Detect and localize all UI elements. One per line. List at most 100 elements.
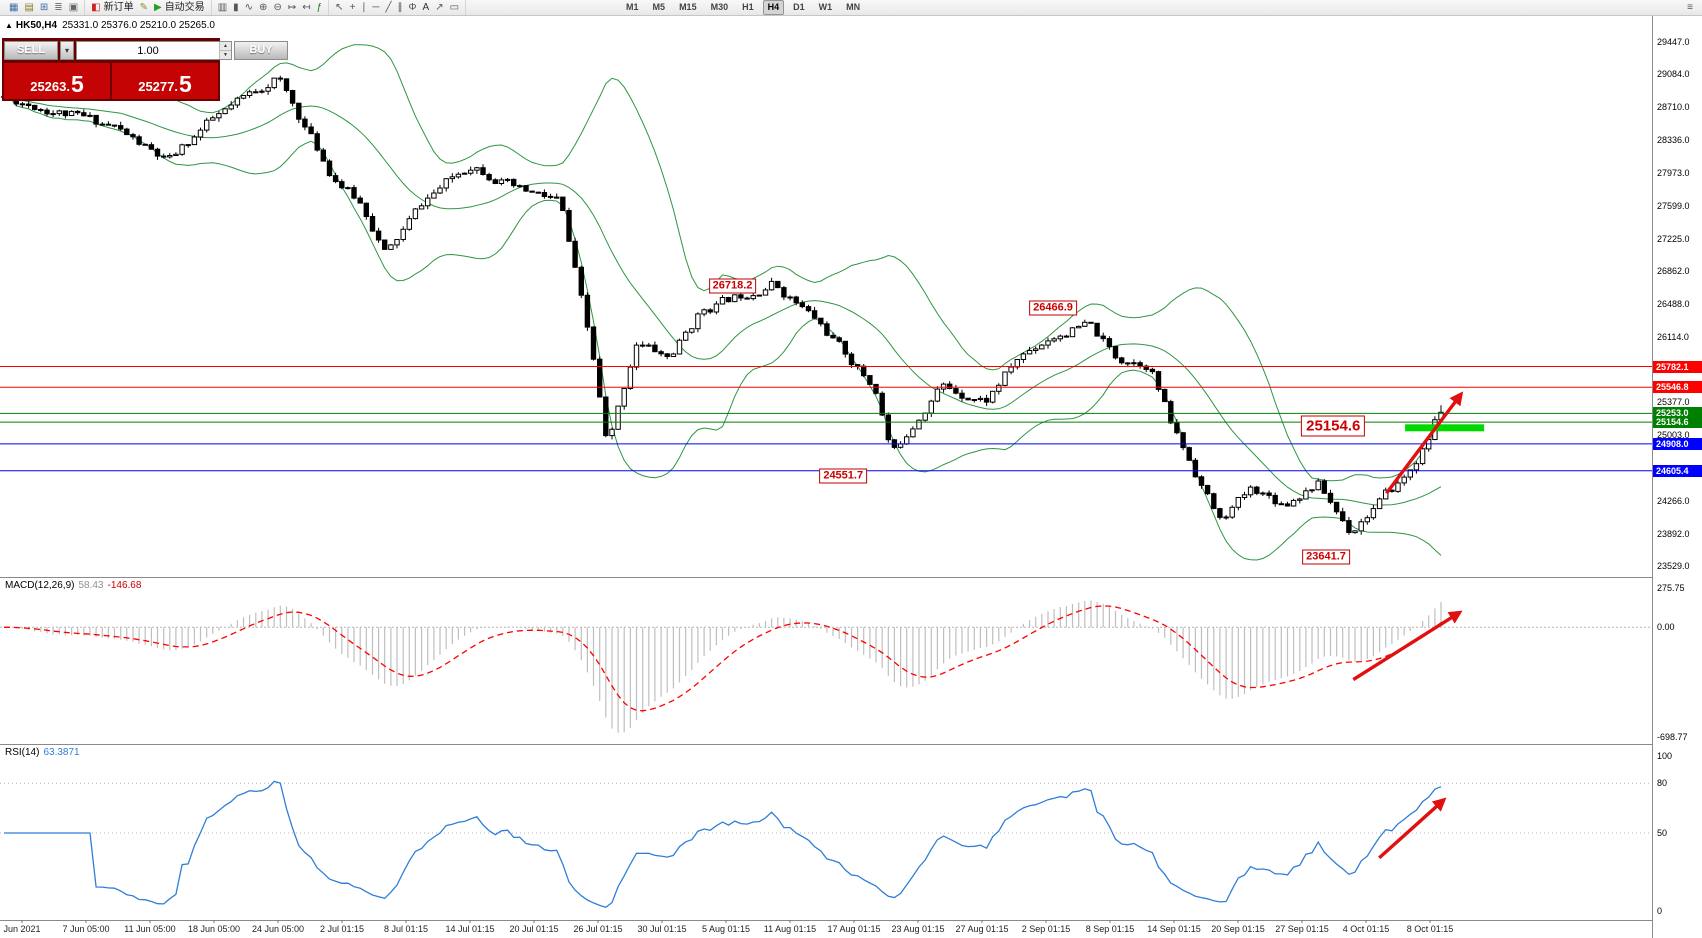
- text-icon[interactable]: A: [422, 1, 431, 15]
- chart-candles-icon[interactable]: ▮: [232, 1, 240, 15]
- metaeditor-icon-glyph: ✎: [139, 1, 148, 13]
- market-watch-icon[interactable]: ⊞: [39, 1, 49, 15]
- tf-mn[interactable]: MN: [846, 2, 861, 12]
- price-tick-label: 23892.0: [1657, 528, 1690, 539]
- tf-h4[interactable]: H4: [762, 0, 785, 15]
- horizontal-lines[interactable]: [0, 366, 1652, 472]
- candle-wicks: [3, 75, 1442, 535]
- highlight-bar[interactable]: [1405, 424, 1485, 432]
- price-scale[interactable]: 29447.0 29084.0 28710.0 28336.0 27973.0 27599…: [1652, 16, 1702, 938]
- chart-shift-icon[interactable]: ↤: [301, 1, 311, 15]
- time-label: 8 Sep 01:15: [1085, 924, 1135, 934]
- buy-price-big-digit: 5: [178, 71, 192, 97]
- price-callout-label[interactable]: 25154.6: [1301, 415, 1366, 437]
- auto-scroll-icon-glyph: ↦: [287, 1, 297, 13]
- tf-w1[interactable]: W1: [818, 2, 833, 12]
- collapse-trade-panel-icon[interactable]: ▲: [5, 21, 13, 30]
- indicators-icon[interactable]: ƒ: [316, 1, 324, 15]
- rsi-name: RSI(14): [5, 747, 40, 758]
- profiles-icon[interactable]: ▤: [23, 1, 34, 15]
- rsi-tick-label: 0: [1657, 906, 1663, 916]
- cursor-icon[interactable]: ↖: [334, 1, 344, 15]
- tf-h1[interactable]: H1: [742, 2, 754, 12]
- zoom-in-icon[interactable]: ⊕: [258, 1, 268, 15]
- price-callout-label[interactable]: 24551.7: [819, 468, 868, 484]
- buy-button[interactable]: BUY: [234, 41, 288, 60]
- price-line-label: 24605.4: [1653, 464, 1702, 477]
- price-callout-label[interactable]: 23641.7: [1302, 549, 1350, 565]
- buy-price-base: 25277.: [138, 79, 178, 94]
- time-label: 8 Oct 01:15: [1406, 924, 1454, 934]
- new-order-button[interactable]: ◧ 新订单: [90, 1, 134, 15]
- price-line-label: 25782.1: [1653, 360, 1702, 373]
- price-callout-label[interactable]: 26718.2: [708, 278, 757, 294]
- arrows-icon-glyph: ↗: [435, 1, 444, 13]
- volume-increase-button[interactable]: ▲: [220, 42, 231, 50]
- time-label: 2 Jul 01:15: [319, 924, 365, 934]
- volume-decrease-button[interactable]: ▼: [220, 50, 231, 59]
- channel-icon[interactable]: ∥: [397, 1, 404, 15]
- order-type-dropdown[interactable]: ▾: [60, 41, 74, 60]
- time-label: 4 Oct 01:15: [1342, 924, 1390, 934]
- zoom-in-icon-glyph: ⊕: [259, 1, 268, 13]
- toolbar-menu-icon[interactable]: ≡: [1686, 1, 1694, 15]
- metaeditor-icon[interactable]: ✎: [139, 1, 149, 15]
- time-label: 11 Aug 01:15: [763, 924, 817, 934]
- tf-m30[interactable]: M30: [710, 2, 729, 12]
- time-label: 18 Jun 05:00: [187, 924, 241, 934]
- time-label: 14 Sep 01:15: [1147, 924, 1201, 934]
- new-chart-icon[interactable]: ▦: [8, 1, 19, 15]
- sell-price-button[interactable]: 25263. 5: [4, 63, 110, 99]
- volume-input[interactable]: [77, 42, 219, 59]
- sell-button[interactable]: SELL: [4, 41, 58, 60]
- toolbar-menu-icon-glyph: ≡: [1687, 1, 1693, 13]
- trade-panel-prices: 25263. 5 25277. 5: [4, 63, 218, 99]
- trendline-icon-glyph: ╱: [385, 1, 392, 13]
- buy-price-button[interactable]: 25277. 5: [112, 63, 218, 99]
- chart-line-icon[interactable]: ∿: [244, 1, 254, 15]
- auto-scroll-icon[interactable]: ↦: [287, 1, 297, 15]
- time-label: 17 Aug 01:15: [827, 924, 881, 934]
- macd-tick-label: 275.75: [1657, 583, 1685, 593]
- arrows-icon[interactable]: ↗: [434, 1, 444, 15]
- bear-candles: [7, 77, 1395, 533]
- time-axis[interactable]: Jun 2021 7 Jun 05:00 11 Jun 05:00 18 Jun 05…: [0, 922, 1652, 938]
- shapes-icon-glyph: ▭: [449, 1, 460, 13]
- macd-tick-label: -698.77: [1657, 732, 1688, 742]
- tf-m15[interactable]: M15: [679, 2, 697, 12]
- shapes-icon[interactable]: ▭: [449, 1, 460, 15]
- tf-d1[interactable]: D1: [793, 2, 805, 12]
- time-label: 8 Jul 01:15: [383, 924, 429, 934]
- time-label: 27 Sep 01:15: [1275, 924, 1329, 934]
- toolbar: ▦ ▤ ⊞ ≣ ▣ ◧ 新订单 ✎ ▶ 自动交易 ▥ ▮ ∿ ⊕ ⊖ ↦ ↤ ƒ ↖ + ∣ ─ ╱ ∥ Φ A ↗ ▭ M1 M5 M15…: [0, 0, 1702, 16]
- fibonacci-icon[interactable]: Φ: [408, 1, 418, 15]
- zoom-out-icon-glyph: ⊖: [273, 1, 282, 13]
- time-tick-marks: [21, 920, 1431, 923]
- trend-arrows[interactable]: [1352, 391, 1464, 860]
- navigator-icon[interactable]: ≣: [53, 1, 63, 15]
- autotrading-button[interactable]: ▶ 自动交易: [153, 1, 206, 15]
- toolbar-group-standard: ▦ ▤ ⊞ ≣ ▣: [3, 0, 86, 15]
- tf-m5[interactable]: M5: [652, 2, 666, 12]
- price-callout-label[interactable]: 26466.9: [1029, 300, 1077, 316]
- tf-m1[interactable]: M1: [626, 2, 639, 12]
- time-label: 2 Sep 01:15: [1021, 924, 1071, 934]
- pane-dividers: [0, 577, 1702, 921]
- cursor-icon-glyph: ↖: [335, 1, 344, 13]
- chart-bars-icon[interactable]: ▥: [217, 1, 228, 15]
- macd-histogram: [9, 600, 1442, 733]
- trendline-icon[interactable]: ╱: [385, 1, 393, 15]
- time-label: 7 Jun 05:00: [62, 924, 110, 934]
- price-tick-label: 29447.0: [1657, 37, 1690, 47]
- autotrading-button-glyph: ▶: [153, 1, 162, 13]
- market-watch-icon-glyph: ⊞: [39, 1, 49, 13]
- rsi-value: 63.3871: [43, 747, 80, 758]
- crosshair-icon[interactable]: +: [349, 1, 357, 15]
- rsi-line: [4, 780, 1442, 909]
- zoom-out-icon[interactable]: ⊖: [272, 1, 282, 15]
- terminal-icon[interactable]: ▣: [68, 1, 79, 15]
- horizontal-line-icon[interactable]: ─: [371, 1, 380, 15]
- navigator-icon-glyph: ≣: [54, 1, 63, 13]
- vertical-line-icon[interactable]: ∣: [360, 1, 367, 15]
